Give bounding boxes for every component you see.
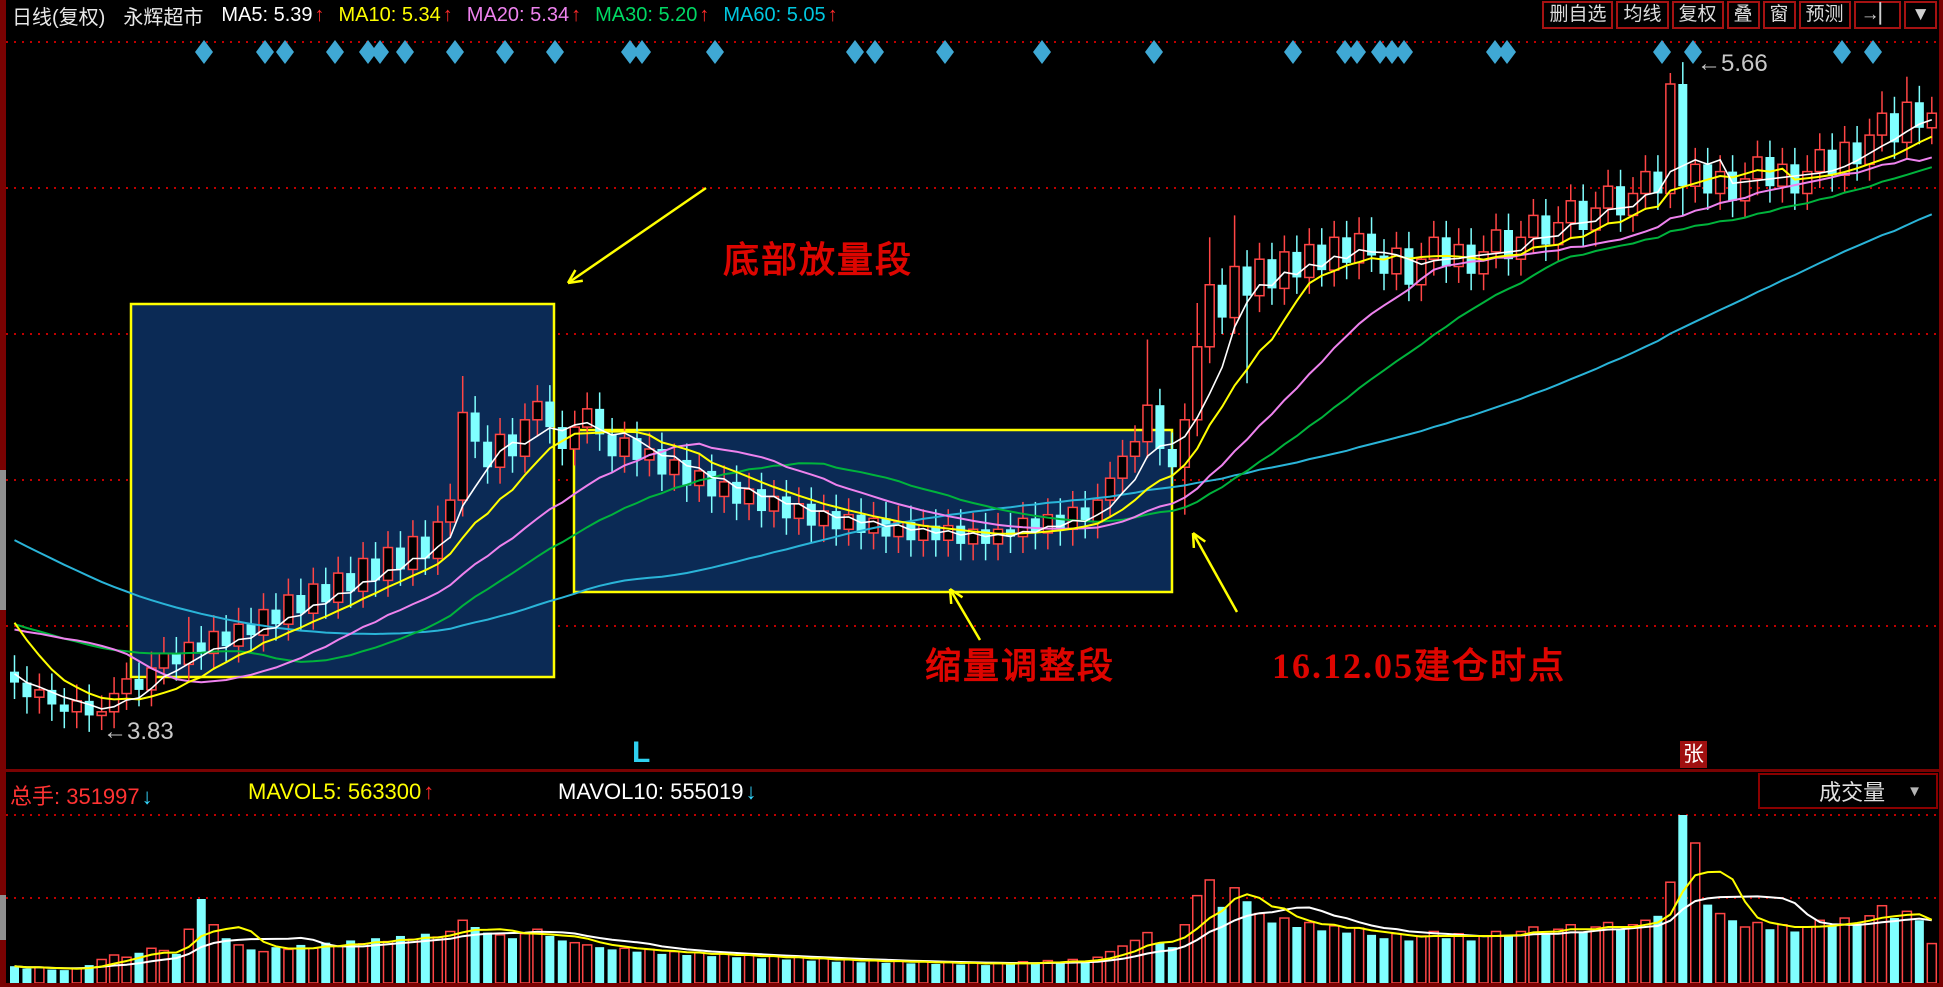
- up-arrow-icon: ↑: [423, 779, 435, 804]
- chevron-down-icon: ▼: [1907, 782, 1922, 800]
- ma10-indicator: MA10: 5.34 ↑: [338, 3, 453, 26]
- ma30-up-arrow-icon: ↑: [699, 3, 710, 26]
- low-price-callout: ←3.83: [103, 718, 174, 745]
- ma5-indicator: MA5: 5.39 ↑: [221, 3, 325, 26]
- mavol10-readout: MAVOL10: 555019↓: [558, 779, 757, 804]
- bottom-border: [0, 983, 1943, 987]
- l-event-marker[interactable]: L: [632, 736, 651, 769]
- down-arrow-icon: ↓: [745, 779, 757, 804]
- ma5-up-arrow-icon: ↑: [314, 3, 325, 26]
- forecast-button[interactable]: 预测: [1798, 1, 1851, 29]
- annotation-shrink-adjust-zone: 缩量调整段: [925, 646, 1116, 686]
- volume-indicator-label: 成交量: [1819, 780, 1886, 805]
- zhang-event-badge[interactable]: 张: [1680, 741, 1707, 768]
- right-border: [1939, 0, 1943, 987]
- total-volume-readout: 总手: 351997↓: [10, 784, 153, 809]
- toolbar: 删自选 均线 复权 叠 窗 预测 →▏ ▼: [1542, 1, 1937, 29]
- ma20-indicator: MA20: 5.34 ↑: [466, 3, 582, 26]
- stock-name[interactable]: 永辉超市: [123, 6, 204, 29]
- ma60-indicator: MA60: 5.05 ↑: [723, 3, 838, 26]
- annotation-entry-point: 16.12.05建仓时点: [1272, 646, 1567, 686]
- pane-separator: [0, 769, 1943, 772]
- annotation-bottom-volume-zone: 底部放量段: [723, 240, 914, 280]
- volume-header: 总手: 351997↓ MAVOL5: 563300↑ MAVOL10: 555…: [0, 772, 1943, 812]
- window-button[interactable]: 窗: [1762, 1, 1796, 29]
- go-to-latest-icon[interactable]: →▏: [1853, 1, 1902, 29]
- left-scroll-segment-volume[interactable]: [0, 895, 6, 940]
- ma-settings-button[interactable]: 均线: [1616, 1, 1669, 29]
- ma60-up-arrow-icon: ↑: [827, 3, 838, 26]
- ma20-up-arrow-icon: ↑: [571, 3, 582, 26]
- ma30-indicator: MA30: 5.20 ↑: [595, 3, 710, 26]
- ma10-up-arrow-icon: ↑: [442, 3, 453, 26]
- down-arrow-icon: ↓: [141, 784, 153, 809]
- delete-watchlist-button[interactable]: 删自选: [1542, 1, 1614, 29]
- high-price-callout: ←5.66: [1697, 50, 1768, 77]
- overlay-button[interactable]: 叠: [1726, 1, 1760, 29]
- left-scroll-segment[interactable]: [0, 470, 6, 610]
- period-label[interactable]: 日线(复权): [12, 6, 106, 29]
- volume-indicator-dropdown[interactable]: 成交量 ▼: [1758, 773, 1938, 809]
- mavol5-readout: MAVOL5: 563300↑: [248, 779, 435, 804]
- title-bar: 日线(复权) 永辉超市 MA5: 5.39 ↑ MA10: 5.34 ↑ MA20:…: [0, 0, 1943, 30]
- chevron-down-icon[interactable]: ▼: [1904, 1, 1937, 29]
- adjust-rights-button[interactable]: 复权: [1671, 1, 1724, 29]
